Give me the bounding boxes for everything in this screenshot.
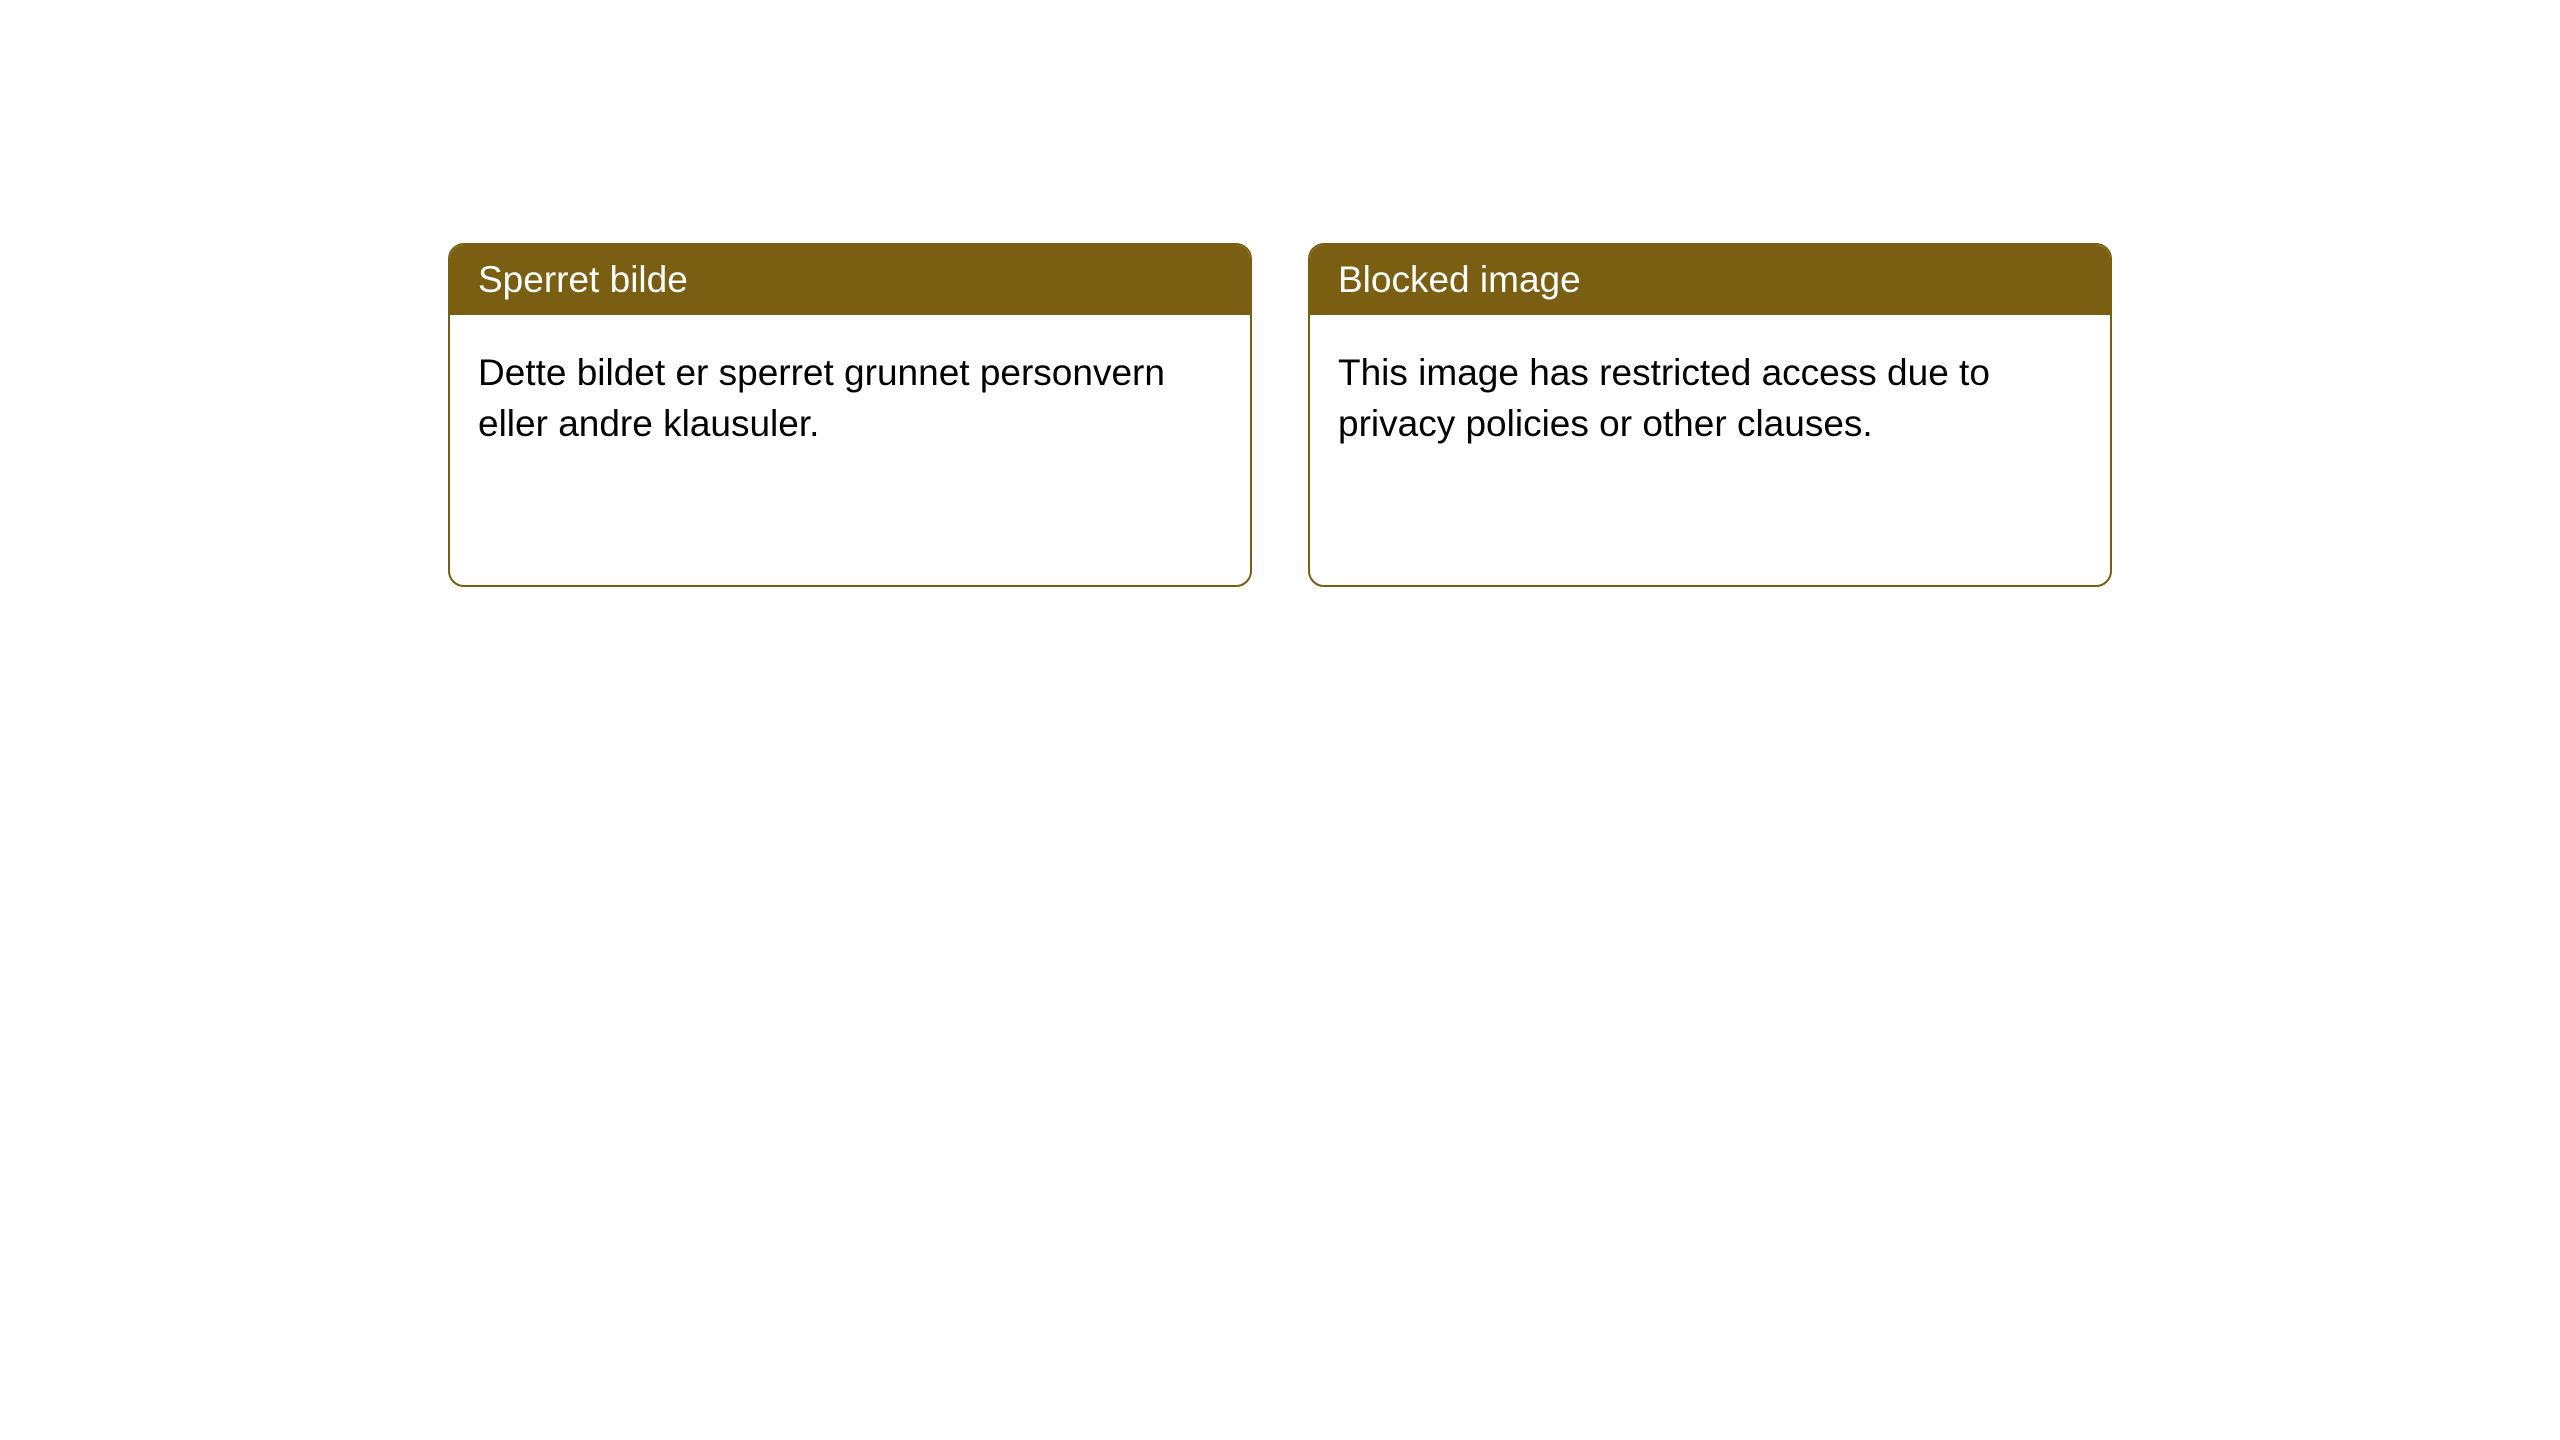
blocked-image-card-en: Blocked image This image has restricted … — [1308, 243, 2112, 587]
card-text-en: This image has restricted access due to … — [1338, 352, 1990, 444]
card-title-en: Blocked image — [1338, 259, 1581, 300]
blocked-image-card-no: Sperret bilde Dette bildet er sperret gr… — [448, 243, 1252, 587]
card-header-no: Sperret bilde — [450, 245, 1250, 315]
notice-container: Sperret bilde Dette bildet er sperret gr… — [0, 0, 2560, 587]
card-body-en: This image has restricted access due to … — [1310, 315, 2110, 585]
card-title-no: Sperret bilde — [478, 259, 688, 300]
card-body-no: Dette bildet er sperret grunnet personve… — [450, 315, 1250, 585]
card-header-en: Blocked image — [1310, 245, 2110, 315]
card-text-no: Dette bildet er sperret grunnet personve… — [478, 352, 1165, 444]
